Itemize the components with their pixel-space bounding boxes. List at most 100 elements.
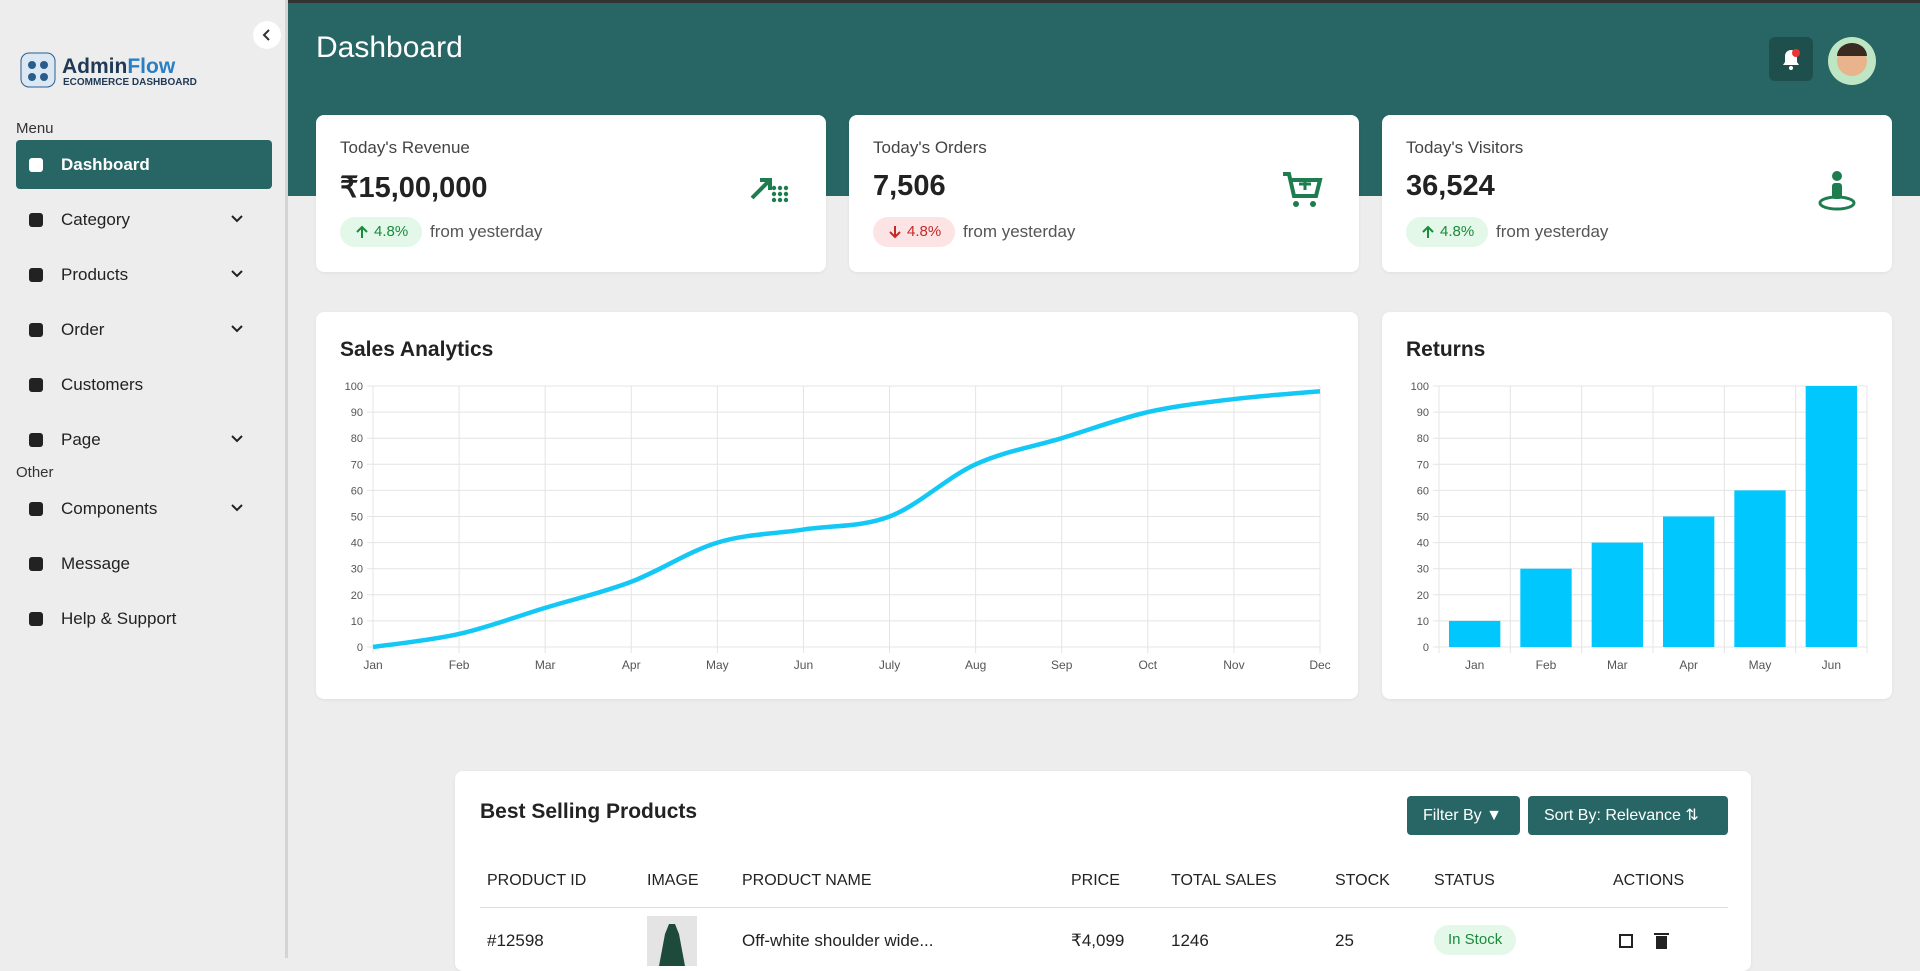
y-tick-label: 40 [1417,538,1429,550]
stat-card: Today's Revenue ₹15,00,000 4.8% from yester… [316,115,826,272]
nav-item[interactable]: Dashboard [16,140,272,189]
nav-icon [29,378,43,392]
stat-card: Today's Visitors 36,524 4.8% from yesterday [1382,115,1892,272]
stat-card: Today's Orders 7,506 4.8% from yesterday [849,115,1359,272]
nav-label: Products [61,265,129,284]
cell: ₹4,099 [1071,931,1125,950]
card-icon [1283,172,1323,207]
x-tick-label: Feb [449,658,470,672]
change-pill: 4.8% [873,217,956,247]
y-tick-label: 60 [351,485,363,497]
column-header: PRICE [1071,872,1120,889]
y-tick-label: 0 [357,642,363,654]
y-tick-label: 100 [345,381,363,393]
bar [1805,386,1858,647]
nav-item[interactable]: Order [16,305,272,354]
nav-label: Category [61,210,130,229]
y-tick-label: 80 [1417,433,1429,445]
bar [1591,542,1644,647]
change-pill: 4.8% [340,217,423,247]
card-label: Today's Visitors [1406,138,1524,157]
y-tick-label: 30 [1417,564,1429,576]
cell: 1246 [1171,931,1209,950]
nav-item[interactable]: Components [16,484,272,533]
avatar[interactable] [1827,36,1877,86]
y-tick-label: 0 [1423,642,1429,654]
x-tick-label: May [1749,658,1772,672]
nav-label: Dashboard [61,155,150,174]
nav-item[interactable]: Products [16,250,272,299]
y-tick-label: 40 [351,538,363,550]
column-header: IMAGE [647,872,699,889]
x-tick-label: Feb [1536,658,1557,672]
nav-item[interactable]: Help & Support [16,594,272,643]
x-tick-label: Jun [794,658,813,672]
chevron [231,270,243,278]
x-tick-label: Jan [363,658,382,672]
y-tick-label: 10 [351,616,363,628]
cell: 25 [1335,931,1354,950]
brand: AdminFlow [62,55,175,79]
y-tick-label: 80 [351,433,363,445]
chart-title: Returns [1406,338,1485,361]
nav-label: Message [61,554,130,573]
card-value: ₹15,00,000 [340,172,488,204]
change-value: 4.8% [374,223,409,240]
x-tick-label: Sep [1051,658,1073,672]
x-tick-label: Nov [1223,658,1244,672]
change-value: 4.8% [1440,223,1475,240]
y-tick-label: 100 [1411,381,1429,393]
product-image [647,916,697,966]
y-tick-label: 70 [1417,459,1429,471]
chevron [231,215,243,223]
nav-item[interactable]: Customers [16,360,272,409]
nav-item[interactable]: Message [16,539,272,588]
row-actions[interactable] [1618,932,1678,950]
collapse-button[interactable] [252,20,282,50]
column-header: ACTIONS [1613,872,1685,889]
nav-item[interactable]: Category [16,195,272,244]
nav-item[interactable]: Page [16,415,272,464]
column-header: PRODUCT ID [487,872,587,889]
trend-arrow [356,225,368,238]
y-tick-label: 50 [1417,512,1429,524]
sidebar: AdminFlow ECOMMERCE DASHBOARD Menu Dashbo… [0,0,288,958]
x-tick-label: July [879,658,900,672]
button-label: Sort By: Relevance [1544,807,1681,824]
nav-label: Help & Support [61,609,177,628]
card-label: Today's Orders [873,138,987,157]
y-tick-label: 20 [1417,590,1429,602]
nav-icon [29,612,43,626]
nav-icon [29,323,43,337]
y-tick-label: 10 [1417,616,1429,628]
card-label: Today's Revenue [340,138,470,157]
column-header: PRODUCT NAME [742,872,872,889]
line [372,388,1321,650]
returns-panel: Returns 0 10 20 30 40 50 60 70 80 90 100 Jan Feb Mar Ap… [1382,312,1892,699]
chevron [231,325,243,333]
x-tick-label: Dec [1309,658,1330,672]
section-label: Other [16,464,54,481]
y-tick-label: 60 [1417,485,1429,497]
card-note: from yesterday [963,222,1076,241]
y-tick-label: 90 [1417,407,1429,419]
x-tick-label: Mar [535,658,556,672]
card-note: from yesterday [1496,222,1609,241]
sales-panel: Sales Analytics 0 10 20 30 40 50 60 70 80 90 100 Jan… [316,312,1358,699]
nav-label: Page [61,430,101,449]
x-tick-label: May [706,658,729,672]
x-tick-label: Mar [1607,658,1628,672]
y-tick-label: 70 [351,459,363,471]
nav-label: Order [61,320,105,339]
notification-button[interactable] [1769,37,1813,81]
filter-button[interactable]: Filter By ▼ [1407,796,1520,835]
divider [480,907,1728,908]
card-value: 7,506 [873,170,946,202]
y-tick-label: 90 [351,407,363,419]
card-icon [750,178,789,203]
x-tick-label: Oct [1138,658,1157,672]
sort-button[interactable]: Sort By: Relevance ⇅ [1528,796,1728,835]
nav-icon [29,158,43,172]
x-tick-label: Jun [1822,658,1841,672]
chart-title: Sales Analytics [340,338,493,361]
